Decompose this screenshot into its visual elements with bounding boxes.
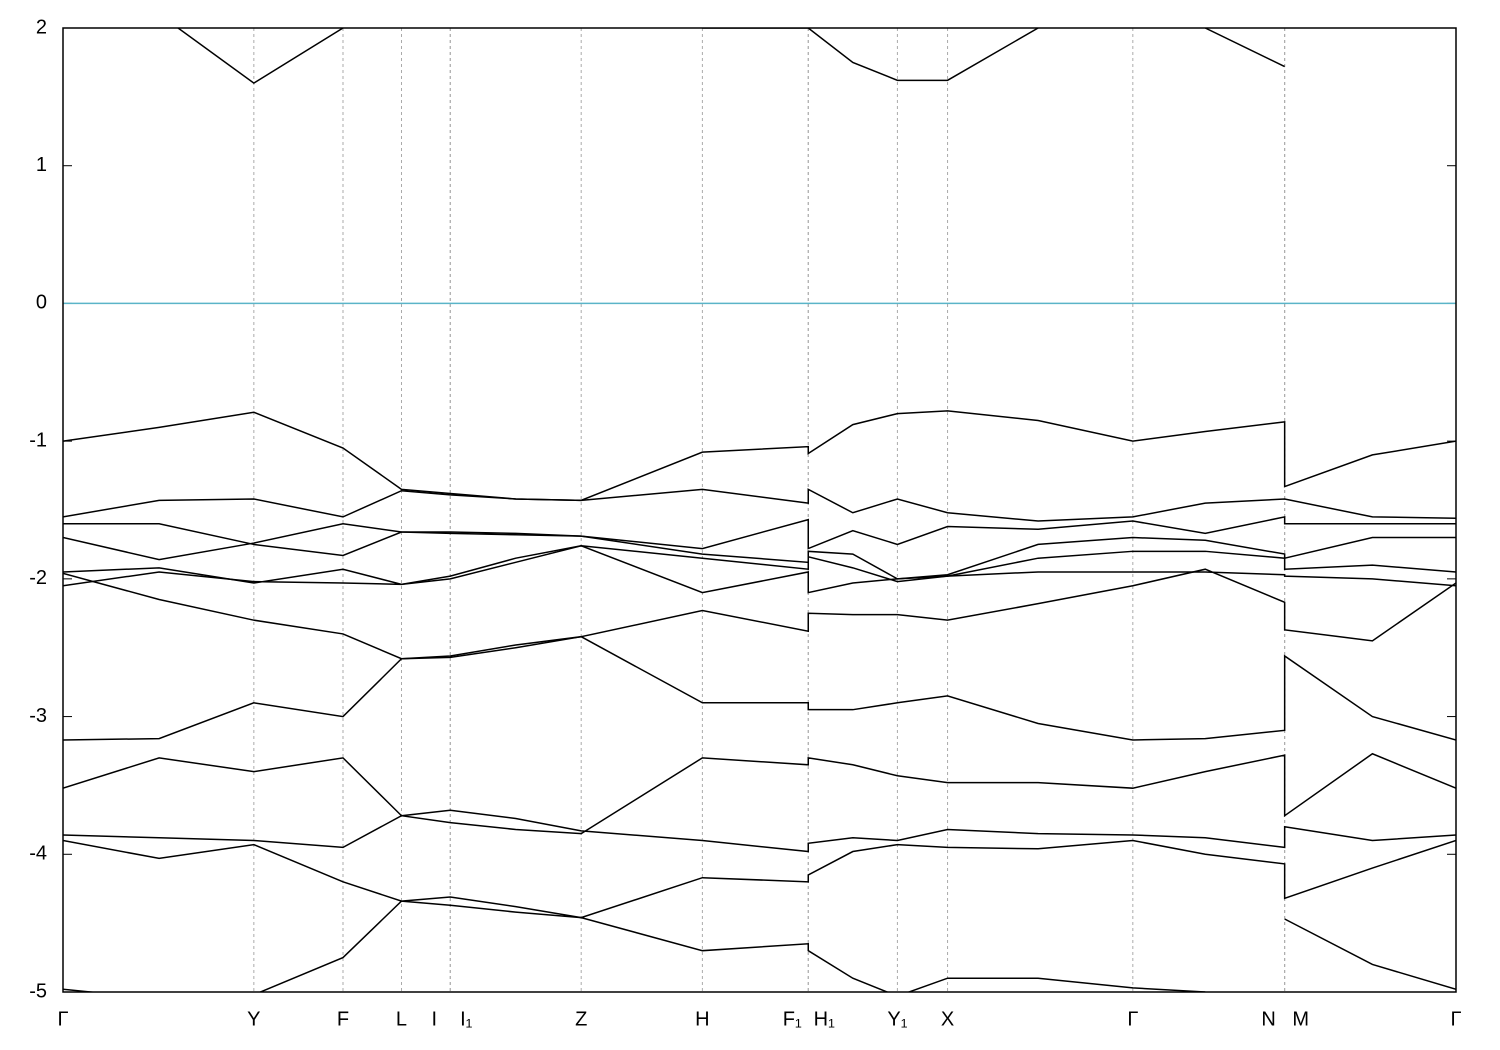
- band-line: [63, 896, 1206, 992]
- y-tick-label: -2: [29, 567, 47, 589]
- y-tick-label: -4: [29, 843, 47, 865]
- x-tick-label: Γ: [1450, 1008, 1461, 1030]
- plot-frame: [62, 27, 1457, 993]
- x-tick-label: Γ: [1127, 1008, 1138, 1030]
- x-tick-label: I: [431, 1008, 437, 1030]
- y-tick-label: 2: [36, 16, 47, 38]
- x-tick-label: N: [1261, 1008, 1275, 1030]
- band-line: [63, 809, 1456, 853]
- band-line: [176, 28, 344, 84]
- x-tick-label: M: [1292, 1008, 1309, 1030]
- band-line: [63, 839, 1456, 919]
- band-line: [63, 488, 1456, 522]
- band-line: [63, 515, 1456, 557]
- band-line: [63, 523, 1456, 580]
- x-tick-label: L: [396, 1008, 407, 1030]
- band-line: [63, 635, 1456, 741]
- band-line: [63, 568, 1456, 660]
- x-tick-label: F: [337, 1008, 349, 1030]
- x-tick-label: Γ: [57, 1008, 68, 1030]
- bands: [63, 28, 1456, 992]
- y-tick-label: -1: [29, 429, 47, 451]
- band-line: [63, 752, 1456, 835]
- x-tick-label: Y₁: [887, 1008, 907, 1030]
- y-tick-label: 1: [36, 154, 47, 176]
- band-line: [63, 545, 1456, 586]
- x-tick-label: Y: [247, 1008, 260, 1030]
- y-tick-label: 0: [36, 292, 47, 314]
- y-tick-label: -5: [29, 980, 47, 1002]
- x-tick-label: Z: [575, 1008, 587, 1030]
- x-tick-label: I₁: [460, 1008, 473, 1030]
- x-tick-label: H₁: [814, 1008, 835, 1030]
- x-tick-label: F₁: [783, 1008, 802, 1030]
- band-line: [1204, 28, 1285, 68]
- x-tick-label: X: [941, 1008, 954, 1030]
- x-tick-label: H: [695, 1008, 709, 1030]
- band-line: [702, 28, 1039, 82]
- band-line: [1284, 918, 1456, 990]
- band-line: [63, 545, 1456, 594]
- band-line: [63, 410, 1456, 502]
- y-tick-label: -3: [29, 705, 47, 727]
